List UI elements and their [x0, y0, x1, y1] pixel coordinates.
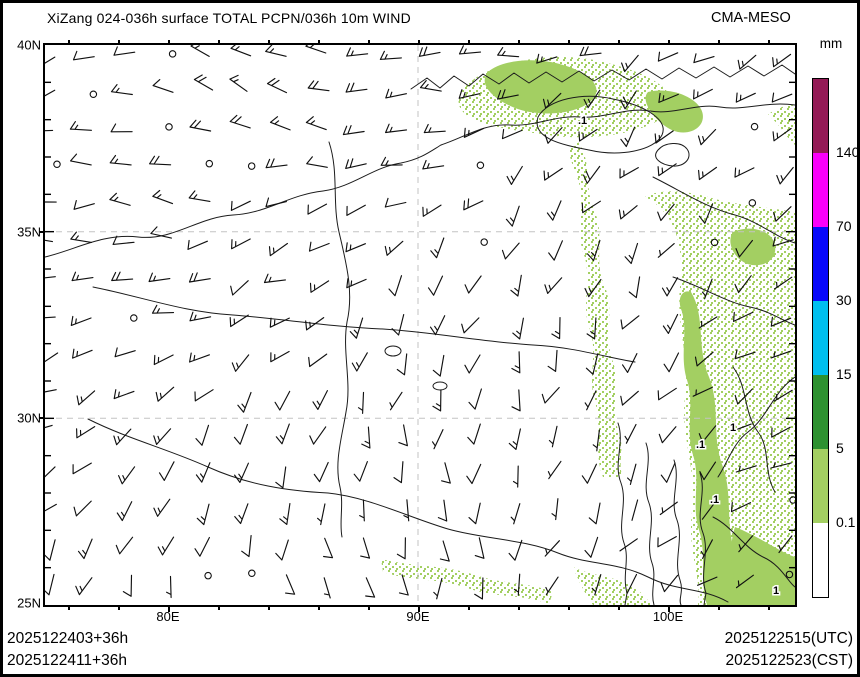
page-title: XiZang 024-036h surface TOTAL PCPN/036h …	[47, 10, 411, 26]
init-time-block: 2025122403+36h 2025122411+36h	[7, 628, 128, 672]
tick	[618, 605, 620, 610]
tick	[668, 40, 670, 45]
tick	[218, 605, 220, 610]
valid-time-cst: 2025122523(CST)	[725, 652, 853, 669]
colorbar-seg-5-15	[813, 375, 828, 449]
contour-label: 1	[773, 585, 779, 597]
tick	[418, 40, 420, 45]
model-name-label: CMA-MESO	[711, 10, 791, 26]
tick	[68, 40, 70, 45]
valid-time-utc: 2025122515(UTC)	[724, 630, 853, 647]
tick	[168, 40, 170, 45]
tick	[168, 605, 170, 612]
border-layer	[45, 64, 795, 605]
tick	[268, 605, 270, 610]
tick	[118, 40, 120, 45]
tick	[568, 605, 570, 610]
tick	[268, 40, 270, 45]
graticule-layer	[45, 45, 795, 605]
tick	[518, 605, 520, 610]
init-time-utc: 2025122403+36h	[7, 630, 129, 647]
lon-label-80e: 80E	[156, 609, 180, 624]
colorbar-seg-gt140	[813, 79, 828, 153]
contour-label-layer: .1 1 .1 .1 1	[577, 114, 781, 599]
colorbar-segments	[812, 78, 829, 598]
tick	[768, 40, 770, 45]
map-canvas: .1 1 .1 .1 1	[43, 43, 797, 607]
lat-label-35n: 35N	[17, 224, 41, 240]
lon-label-90e: 90E	[406, 609, 430, 624]
contour-label: .1	[696, 439, 705, 451]
tick	[468, 40, 470, 45]
tick	[118, 605, 120, 610]
lon-label-100e: 100E	[652, 609, 684, 624]
tick	[218, 40, 220, 45]
colorbar-unit-label: mm	[819, 36, 843, 51]
lat-label-25n: 25N	[17, 595, 41, 611]
tick	[318, 605, 320, 610]
colorbar-level-70: 70	[836, 218, 852, 234]
tick	[668, 605, 670, 612]
tick	[68, 605, 70, 610]
tick	[39, 417, 45, 419]
contour-label: 1	[730, 422, 736, 434]
colorbar-level-0.1: 0.1	[836, 514, 856, 530]
tick	[718, 40, 720, 45]
lat-label-40n: 40N	[17, 37, 41, 53]
colorbar-level-15: 15	[836, 366, 852, 382]
tick	[768, 605, 770, 610]
colorbar-seg-70-140	[813, 153, 828, 227]
tick	[39, 231, 45, 233]
tick	[368, 605, 370, 610]
colorbar-seg-15-30	[813, 301, 828, 375]
precip-stipple-layer	[381, 56, 795, 605]
tick	[618, 40, 620, 45]
axis-inside-ticks	[45, 81, 795, 569]
tick	[368, 40, 370, 45]
tick	[468, 605, 470, 610]
colorbar-level-30: 30	[836, 292, 852, 308]
colorbar: 140 70 30 15 5 0.1	[812, 78, 857, 598]
colorbar-level-5: 5	[836, 440, 844, 456]
tick	[718, 605, 720, 610]
colorbar-seg-30-70	[813, 227, 828, 301]
tick	[418, 605, 420, 612]
contour-label: .1	[578, 115, 587, 127]
contour-label: .1	[710, 494, 719, 506]
tick	[318, 40, 320, 45]
colorbar-seg-lt0.1	[813, 523, 828, 597]
wind-barb-layer	[45, 45, 795, 600]
valid-time-block: 2025122515(UTC) 2025122523(CST)	[725, 628, 853, 672]
lat-label-30n: 30N	[17, 410, 41, 426]
colorbar-seg-0.1-5	[813, 449, 828, 523]
colorbar-level-140: 140	[836, 144, 860, 160]
tick	[568, 40, 570, 45]
init-time-cst: 2025122411+36h	[7, 652, 127, 669]
tick	[518, 40, 520, 45]
map-svg: .1 1 .1 .1 1	[45, 45, 795, 605]
